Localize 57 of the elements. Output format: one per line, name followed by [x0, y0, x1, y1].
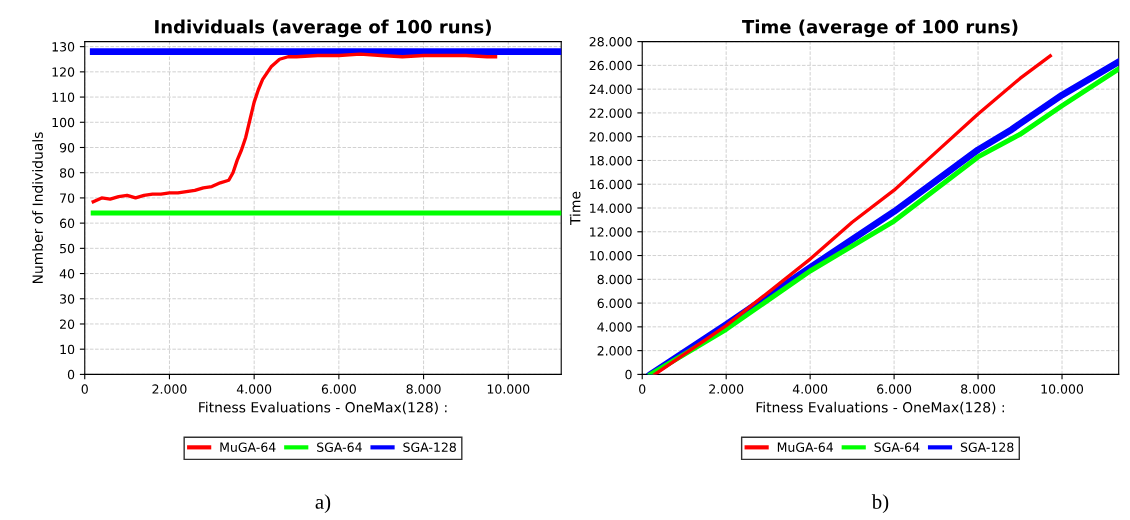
x-tick-label: 4.000 [792, 384, 828, 394]
x-tick-label: 10.000 [487, 384, 530, 394]
y-tick-label: 22.000 [589, 108, 632, 118]
text: b) [871, 494, 889, 514]
legend-label: SGA-64 [317, 442, 362, 452]
x-tick-label: 0 [81, 384, 88, 394]
y-axis-title: Number of Individuals [32, 132, 43, 284]
y-tick-label: 90 [59, 142, 75, 153]
y-tick-label: 30 [60, 294, 75, 304]
y-tick-label: 12.000 [590, 227, 632, 237]
y-tick-label: 10.000 [590, 251, 632, 261]
line-series [91, 52, 498, 204]
y-tick-label: 110 [52, 92, 75, 102]
legend-label: SGA-64 [874, 442, 920, 452]
y-tick-label: 70 [60, 193, 75, 203]
y-tick-label: 18.000 [590, 155, 632, 166]
y-tick-label: 0 [67, 369, 75, 380]
legend-label: SGA-128 [403, 442, 456, 452]
y-tick-label: 10 [60, 344, 75, 355]
x-axis-title: Fitness Evaluations - OneMax(128) : [756, 401, 1004, 415]
y-tick-label: 2.000 [597, 346, 632, 356]
x-tick-label: 2.000 [152, 384, 187, 394]
y-tick-label: 6.000 [597, 298, 632, 309]
x-tick-label: 8.000 [406, 384, 441, 394]
y-tick-label: 24.000 [589, 84, 632, 95]
y-tick-label: 28.000 [589, 37, 632, 47]
x-axis-title: Fitness Evaluations - OneMax(128) : [199, 401, 447, 415]
legend-label: SGA-128 [960, 442, 1014, 452]
chart-title: Individuals (average of 100 runs) [155, 19, 491, 38]
x-tick-label: 2.000 [709, 384, 744, 394]
y-tick-label: 130 [52, 42, 75, 52]
line-series [653, 54, 1052, 375]
x-tick-label: 0 [639, 384, 646, 394]
y-tick-label: 20 [60, 319, 75, 329]
legend-label: MuGA-64 [777, 442, 834, 452]
x-tick-label: 4.000 [236, 384, 272, 394]
x-tick-label: 8.000 [961, 384, 996, 394]
legend-label: MuGA-64 [220, 442, 276, 452]
x-tick-label: 6.000 [877, 384, 912, 394]
chart-title: Time (average of 100 runs) [742, 19, 1018, 38]
y-tick-label: 8.000 [597, 274, 632, 285]
y-tick-label: 120 [52, 67, 75, 77]
y-tick-label: 0 [625, 369, 632, 380]
y-tick-label: 4.000 [597, 322, 632, 332]
y-tick-label: 40 [59, 269, 75, 279]
y-tick-label: 50 [60, 243, 75, 254]
y-tick-label: 60 [59, 218, 75, 229]
x-tick-label: 6.000 [321, 384, 356, 394]
y-tick-label: 16.000 [590, 179, 632, 190]
y-axis-title: Time [569, 191, 581, 226]
text: a) [315, 494, 331, 514]
x-tick-label: 10.000 [1041, 384, 1084, 394]
y-tick-label: 80 [59, 168, 75, 178]
y-tick-label: 20.000 [589, 132, 632, 142]
y-tick-label: 100 [52, 117, 75, 128]
y-tick-label: 26.000 [589, 60, 632, 71]
y-tick-label: 14.000 [590, 203, 632, 213]
